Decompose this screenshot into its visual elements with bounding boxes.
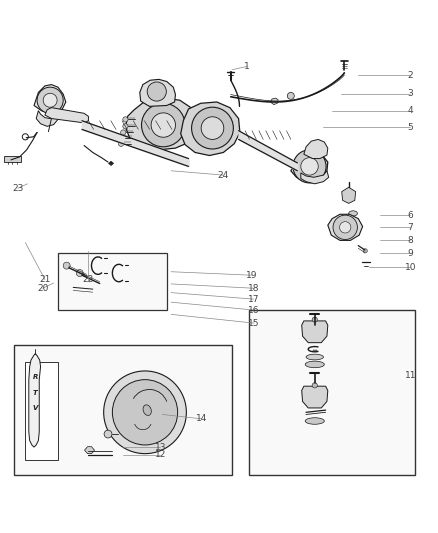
Circle shape xyxy=(312,383,318,388)
Text: 22: 22 xyxy=(83,275,94,284)
Text: 9: 9 xyxy=(408,249,413,258)
Circle shape xyxy=(312,317,318,322)
Circle shape xyxy=(63,262,70,269)
Bar xyxy=(25,362,58,460)
Circle shape xyxy=(120,135,125,141)
Text: 11: 11 xyxy=(405,371,416,380)
Text: 23: 23 xyxy=(12,184,24,192)
Text: 18: 18 xyxy=(248,284,260,293)
Polygon shape xyxy=(304,140,328,158)
Circle shape xyxy=(104,430,112,438)
Polygon shape xyxy=(109,161,114,166)
Polygon shape xyxy=(181,102,240,156)
Text: 14: 14 xyxy=(196,414,207,423)
Polygon shape xyxy=(291,152,328,182)
Text: 1: 1 xyxy=(244,62,250,71)
Text: 3: 3 xyxy=(408,89,413,98)
Circle shape xyxy=(123,117,128,122)
Text: 2: 2 xyxy=(408,70,413,79)
Circle shape xyxy=(104,371,186,454)
Polygon shape xyxy=(36,111,59,126)
Circle shape xyxy=(113,379,178,445)
Text: 4: 4 xyxy=(408,106,413,115)
Ellipse shape xyxy=(305,361,324,368)
Text: 15: 15 xyxy=(248,319,260,328)
Text: 8: 8 xyxy=(408,236,413,245)
Text: 10: 10 xyxy=(405,263,416,272)
Text: 12: 12 xyxy=(155,450,166,459)
Circle shape xyxy=(76,270,83,277)
Circle shape xyxy=(287,92,294,99)
Circle shape xyxy=(339,222,351,233)
Circle shape xyxy=(191,107,233,149)
Polygon shape xyxy=(140,79,176,107)
Polygon shape xyxy=(302,386,328,408)
Polygon shape xyxy=(302,321,328,343)
Circle shape xyxy=(301,158,318,175)
Polygon shape xyxy=(29,353,41,447)
Text: R: R xyxy=(33,375,38,381)
Text: 6: 6 xyxy=(408,211,413,220)
Circle shape xyxy=(118,141,124,147)
Polygon shape xyxy=(342,187,356,204)
Ellipse shape xyxy=(305,418,324,424)
Circle shape xyxy=(293,150,326,183)
Text: 19: 19 xyxy=(246,271,258,280)
Polygon shape xyxy=(34,85,66,114)
Circle shape xyxy=(141,103,185,147)
Ellipse shape xyxy=(306,354,323,360)
Bar xyxy=(250,310,415,475)
Polygon shape xyxy=(270,98,278,104)
Text: 20: 20 xyxy=(37,284,49,293)
Polygon shape xyxy=(313,350,317,351)
Text: 13: 13 xyxy=(155,442,166,451)
Ellipse shape xyxy=(143,405,151,415)
Circle shape xyxy=(363,249,367,253)
Text: 5: 5 xyxy=(408,123,413,132)
Text: 16: 16 xyxy=(248,305,260,314)
Circle shape xyxy=(37,87,63,114)
Circle shape xyxy=(333,215,357,239)
Bar xyxy=(4,156,21,162)
Text: 7: 7 xyxy=(408,223,413,232)
Polygon shape xyxy=(328,214,363,240)
Circle shape xyxy=(120,130,126,135)
Circle shape xyxy=(123,124,128,129)
Polygon shape xyxy=(45,108,88,123)
Polygon shape xyxy=(343,222,356,228)
Polygon shape xyxy=(85,447,95,454)
Text: 24: 24 xyxy=(218,171,229,180)
Circle shape xyxy=(147,82,166,101)
Polygon shape xyxy=(125,98,201,150)
Circle shape xyxy=(201,117,224,140)
Text: 21: 21 xyxy=(39,275,51,284)
Ellipse shape xyxy=(349,211,357,216)
Circle shape xyxy=(151,113,176,137)
Bar xyxy=(58,254,167,310)
Circle shape xyxy=(43,93,57,107)
Text: V: V xyxy=(33,405,38,411)
Bar xyxy=(14,345,232,475)
Text: T: T xyxy=(33,390,38,395)
Polygon shape xyxy=(301,171,328,184)
Text: 17: 17 xyxy=(248,295,260,304)
